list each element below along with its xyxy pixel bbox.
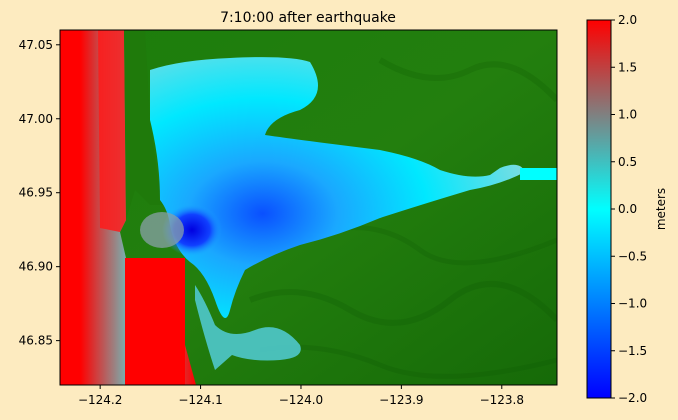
y-tick-label: 46.85 (19, 334, 53, 348)
colorbar-tick-label: −1.5 (618, 344, 647, 358)
axes-frame (59, 29, 558, 386)
y-tick-label: 47.05 (19, 38, 53, 52)
north-peninsula (124, 30, 165, 220)
x-tick-label: −124.0 (279, 393, 323, 407)
ocean-red-band-north (98, 30, 126, 232)
x-tick-label: −124.1 (178, 393, 222, 407)
colorbar-tick-label: 0.0 (618, 202, 637, 216)
river-channel (520, 168, 557, 180)
bay-water (150, 57, 525, 318)
colorbar-tick-label: 1.0 (618, 108, 637, 122)
x-tick-label: −124.2 (78, 393, 122, 407)
x-axis-ticks: −124.2 −124.1 −124.0 −123.9 −123.8 (78, 385, 524, 407)
y-tick-label: 46.90 (19, 260, 53, 274)
colorbar-tick-label: −0.5 (618, 249, 647, 263)
colorbar-tick-label: 0.5 (618, 155, 637, 169)
colorbar-ticks: 2.0 1.5 1.0 0.5 0.0 −0.5 −1.0 −1.5 −2.0 (611, 13, 647, 405)
colorbar-tick-label: 1.5 (618, 60, 637, 74)
entrance-shoal (140, 212, 184, 248)
colorbar-label: meters (654, 188, 668, 230)
y-axis-ticks: 47.05 47.00 46.95 46.90 46.85 (19, 38, 60, 348)
south-inlet (195, 285, 301, 370)
x-tick-label: −123.8 (480, 393, 524, 407)
colorbar-tick-label: −1.0 (618, 297, 647, 311)
colorbar-tick-label: 2.0 (618, 13, 637, 27)
y-tick-label: 46.95 (19, 186, 53, 200)
colorbar-tick-label: −2.0 (618, 391, 647, 405)
y-tick-label: 47.00 (19, 112, 53, 126)
plot-area (60, 30, 557, 385)
colorbar (586, 19, 612, 399)
chart-title: 7:10:00 after earthquake (220, 10, 396, 26)
x-tick-label: −123.9 (379, 393, 423, 407)
ocean-red-band (125, 258, 185, 385)
